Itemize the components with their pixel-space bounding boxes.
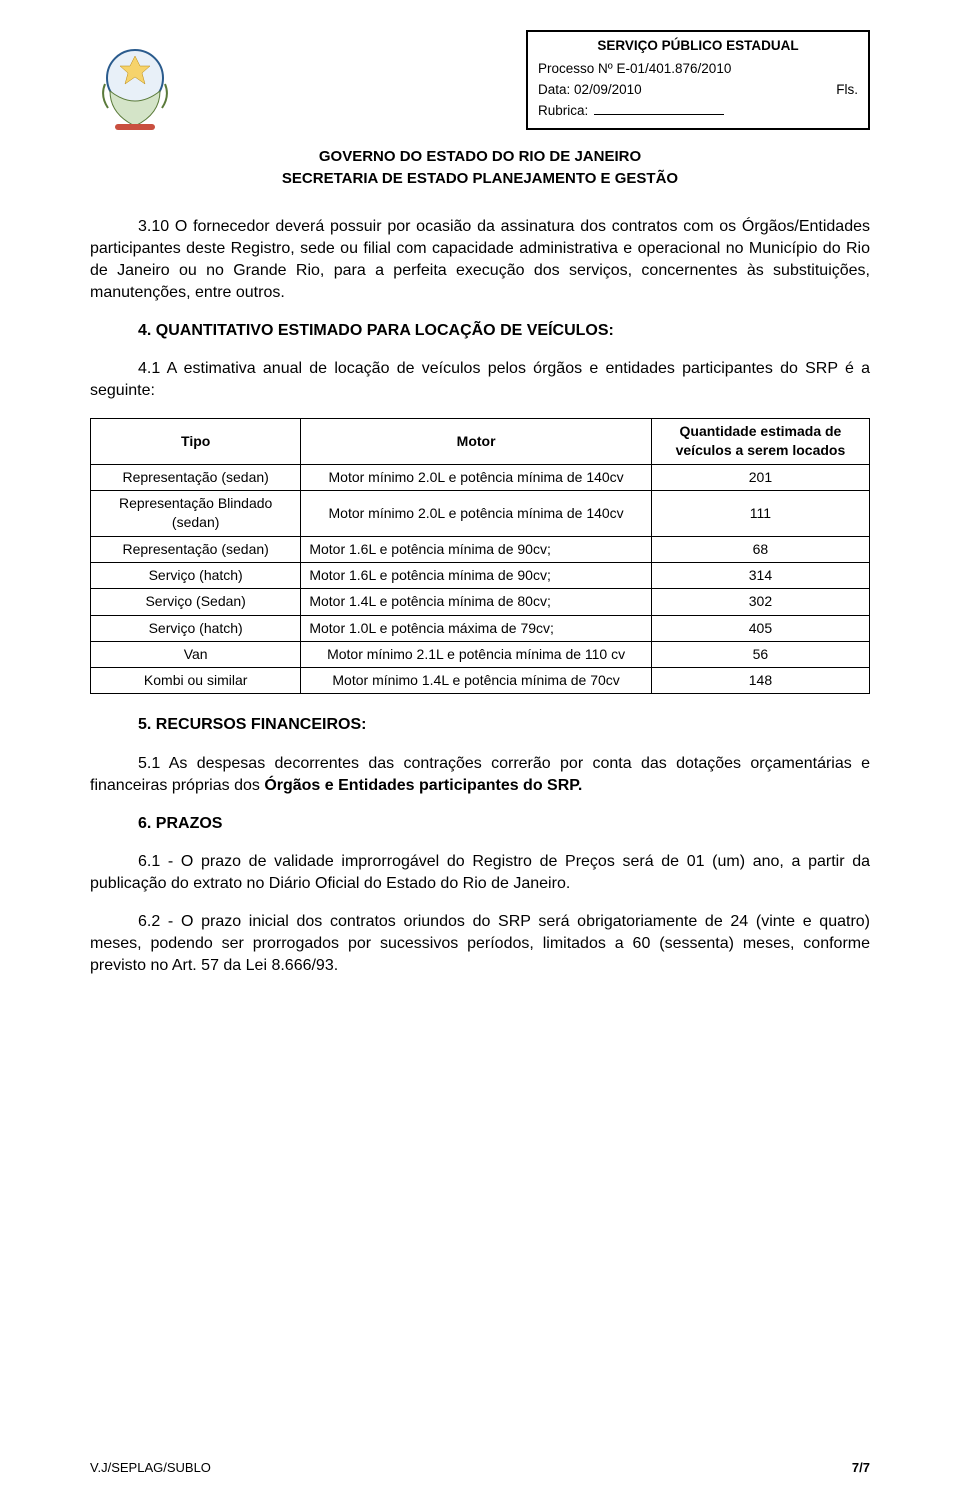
section-4-title: 4. QUANTITATIVO ESTIMADO PARA LOCAÇÃO DE…	[90, 320, 870, 342]
process-info-box: SERVIÇO PÚBLICO ESTADUAL Processo Nº E-0…	[526, 30, 870, 130]
gov-line-2: SECRETARIA DE ESTADO PLANEJAMENTO E GEST…	[90, 168, 870, 190]
cell-qty: 148	[651, 668, 869, 694]
rubrica-label: Rubrica:	[538, 103, 588, 118]
cell-qty: 314	[651, 562, 869, 588]
data-label: Data:	[538, 82, 570, 97]
section-6-title: 6. PRAZOS	[90, 813, 870, 835]
para-6-2: 6.2 - O prazo inicial dos contratos oriu…	[90, 911, 870, 977]
vehicles-table: Tipo Motor Quantidade estimada de veícul…	[90, 418, 870, 694]
table-row: Representação Blindado (sedan)Motor míni…	[91, 490, 870, 536]
service-title: SERVIÇO PÚBLICO ESTADUAL	[538, 36, 858, 57]
cell-tipo: Representação (sedan)	[91, 536, 301, 562]
data-val: 02/09/2010	[574, 82, 642, 97]
col-qty: Quantidade estimada de veículos a serem …	[651, 419, 869, 465]
cell-qty: 68	[651, 536, 869, 562]
table-row: Representação (sedan)Motor 1.6L e potênc…	[91, 536, 870, 562]
table-row: VanMotor mínimo 2.1L e potência mínima d…	[91, 641, 870, 667]
cell-motor: Motor 1.4L e potência mínima de 80cv;	[301, 589, 652, 615]
cell-qty: 302	[651, 589, 869, 615]
processo-num: E-01/401.876/2010	[616, 61, 731, 76]
cell-tipo: Serviço (hatch)	[91, 562, 301, 588]
footer-left: V.J/SEPLAG/SUBLO	[90, 1460, 211, 1475]
cell-tipo: Van	[91, 641, 301, 667]
table-row: Serviço (Sedan)Motor 1.4L e potência mín…	[91, 589, 870, 615]
para-5-1: 5.1 As despesas decorrentes das contraçõ…	[90, 753, 870, 797]
cell-tipo: Serviço (Sedan)	[91, 589, 301, 615]
cell-motor: Motor 1.6L e potência mínima de 90cv;	[301, 536, 652, 562]
col-tipo: Tipo	[91, 419, 301, 465]
section-5-title: 5. RECURSOS FINANCEIROS:	[90, 714, 870, 736]
cell-qty: 56	[651, 641, 869, 667]
processo-label: Processo Nº	[538, 61, 613, 76]
cell-motor: Motor mínimo 1.4L e potência mínima de 7…	[301, 668, 652, 694]
table-row: Serviço (hatch)Motor 1.0L e potência máx…	[91, 615, 870, 641]
para-3-10: 3.10 O fornecedor deverá possuir por oca…	[90, 216, 870, 304]
para-5-1-bold: Órgãos e Entidades participantes do SRP.	[264, 777, 582, 794]
cell-tipo: Representação Blindado (sedan)	[91, 490, 301, 536]
para-6-1: 6.1 - O prazo de validade improrrogável …	[90, 851, 870, 895]
cell-motor: Motor 1.6L e potência mínima de 90cv;	[301, 562, 652, 588]
para-4-1: 4.1 A estimativa anual de locação de veí…	[90, 358, 870, 402]
cell-tipo: Kombi ou similar	[91, 668, 301, 694]
cell-motor: Motor mínimo 2.1L e potência mínima de 1…	[301, 641, 652, 667]
table-header-row: Tipo Motor Quantidade estimada de veícul…	[91, 419, 870, 465]
cell-qty: 405	[651, 615, 869, 641]
rubrica-line	[594, 114, 724, 115]
table-row: Representação (sedan)Motor mínimo 2.0L e…	[91, 464, 870, 490]
state-crest	[90, 36, 180, 136]
cell-qty: 111	[651, 490, 869, 536]
col-motor: Motor	[301, 419, 652, 465]
cell-motor: Motor mínimo 2.0L e potência mínima de 1…	[301, 464, 652, 490]
footer-right: 7/7	[852, 1460, 870, 1475]
cell-tipo: Representação (sedan)	[91, 464, 301, 490]
cell-tipo: Serviço (hatch)	[91, 615, 301, 641]
fls-label: Fls.	[836, 80, 858, 101]
cell-motor: Motor mínimo 2.0L e potência mínima de 1…	[301, 490, 652, 536]
gov-line-1: GOVERNO DO ESTADO DO RIO DE JANEIRO	[90, 146, 870, 168]
cell-motor: Motor 1.0L e potência máxima de 79cv;	[301, 615, 652, 641]
table-row: Kombi ou similarMotor mínimo 1.4L e potê…	[91, 668, 870, 694]
cell-qty: 201	[651, 464, 869, 490]
table-row: Serviço (hatch)Motor 1.6L e potência mín…	[91, 562, 870, 588]
